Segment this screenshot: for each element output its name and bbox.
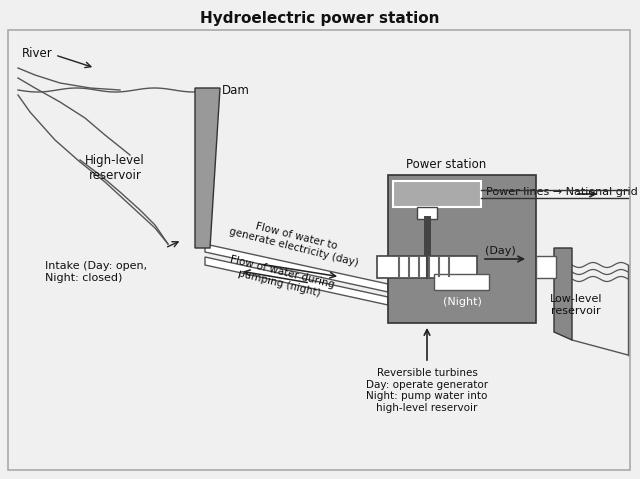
Text: Generator: Generator (405, 189, 468, 199)
Text: Hydroelectric power station: Hydroelectric power station (200, 11, 440, 25)
Bar (377, 256, 477, 278)
Text: High-level
reservoir: High-level reservoir (85, 154, 145, 182)
Text: Flow of water to
generate electricity (day): Flow of water to generate electricity (d… (228, 215, 362, 268)
Polygon shape (205, 257, 388, 305)
Polygon shape (205, 244, 388, 292)
Text: Low-level
reservoir: Low-level reservoir (550, 294, 602, 316)
Text: Flow of water during
pumping (night): Flow of water during pumping (night) (226, 254, 335, 301)
Bar (393, 181, 481, 207)
Text: Intake (Day: open,
Night: closed): Intake (Day: open, Night: closed) (45, 261, 147, 283)
Polygon shape (195, 88, 220, 248)
Text: Reversible turbines
Day: operate generator
Night: pump water into
high-level res: Reversible turbines Day: operate generat… (366, 368, 488, 413)
Text: (Day): (Day) (485, 246, 516, 256)
Text: Power station: Power station (406, 159, 486, 171)
Text: Power lines → National grid: Power lines → National grid (486, 187, 637, 197)
Bar (536, 256, 556, 278)
Bar (388, 175, 536, 323)
Text: (Night): (Night) (443, 297, 481, 307)
Bar (417, 207, 437, 219)
Text: River: River (22, 46, 52, 59)
Polygon shape (554, 248, 572, 340)
Bar (434, 274, 489, 290)
Text: Dam: Dam (222, 83, 250, 96)
